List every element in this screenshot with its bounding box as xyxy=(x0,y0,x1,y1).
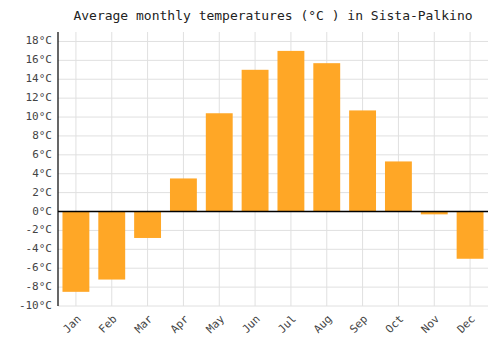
y-grid-line xyxy=(58,98,488,99)
y-tick-label: 6°C xyxy=(32,148,52,161)
chart-container: Average monthly temperatures (°C ) in Si… xyxy=(0,0,500,350)
x-tick-label: Jun xyxy=(240,313,263,336)
x-tick-label: Apr xyxy=(168,312,192,336)
chart-svg: Average monthly temperatures (°C ) in Si… xyxy=(0,0,500,350)
x-grid-line xyxy=(470,32,471,306)
bar xyxy=(62,212,89,292)
y-tick-label: -2°C xyxy=(26,223,53,236)
x-grid-line xyxy=(147,32,148,306)
bar xyxy=(206,113,233,211)
x-tick-label: Dec xyxy=(455,313,478,336)
bar xyxy=(242,70,269,212)
y-tick-label: 16°C xyxy=(26,53,53,66)
x-tick-label: Sep xyxy=(347,313,370,336)
x-grid-line xyxy=(183,32,184,306)
x-grid-line xyxy=(434,32,435,306)
grid xyxy=(58,32,488,306)
x-tick-label: Jul xyxy=(275,313,298,336)
y-tick-label: -8°C xyxy=(26,280,53,293)
y-grid-line xyxy=(58,117,488,118)
y-grid-line xyxy=(58,192,488,193)
y-grid-line xyxy=(58,306,488,307)
y-grid-line xyxy=(58,60,488,61)
y-axis-line xyxy=(57,32,58,306)
y-tick-label: -6°C xyxy=(26,261,53,274)
y-grid-line xyxy=(58,135,488,136)
bar xyxy=(170,178,197,211)
y-grid-line xyxy=(58,154,488,155)
zero-line xyxy=(58,211,488,213)
y-tick-label: 0°C xyxy=(32,205,52,218)
y-tick-label: 4°C xyxy=(32,167,52,180)
bar xyxy=(457,212,484,259)
y-tick-label: -4°C xyxy=(26,242,53,255)
bar xyxy=(134,212,161,238)
y-tick-label: 10°C xyxy=(26,110,53,123)
y-grid-line xyxy=(58,79,488,80)
title: Average monthly temperatures (°C ) in Si… xyxy=(73,8,472,23)
y-tick-label: 14°C xyxy=(26,72,53,85)
bar xyxy=(385,161,412,211)
y-grid-line xyxy=(58,173,488,174)
bar xyxy=(277,51,304,212)
bar xyxy=(313,63,340,211)
y-tick-label: 18°C xyxy=(26,34,53,47)
y-grid-line xyxy=(58,287,488,288)
y-tick-label: -10°C xyxy=(19,299,52,312)
y-tick-label: 2°C xyxy=(32,186,52,199)
bar xyxy=(349,110,376,211)
bars xyxy=(62,51,483,292)
y-grid-line xyxy=(58,211,488,212)
x-tick-label: Feb xyxy=(96,313,119,336)
bar xyxy=(98,212,125,280)
x-tick-label: Oct xyxy=(383,313,406,336)
y-grid-line xyxy=(58,41,488,42)
x-tick-label: May xyxy=(204,312,228,336)
x-tick-label: Jan xyxy=(60,313,83,336)
y-tick-label: 12°C xyxy=(26,91,53,104)
x-tick-label: Mar xyxy=(132,312,156,336)
x-tick-label: Nov xyxy=(419,312,443,336)
x-tick-label: Aug xyxy=(311,313,334,336)
y-tick-label: 8°C xyxy=(32,129,52,142)
